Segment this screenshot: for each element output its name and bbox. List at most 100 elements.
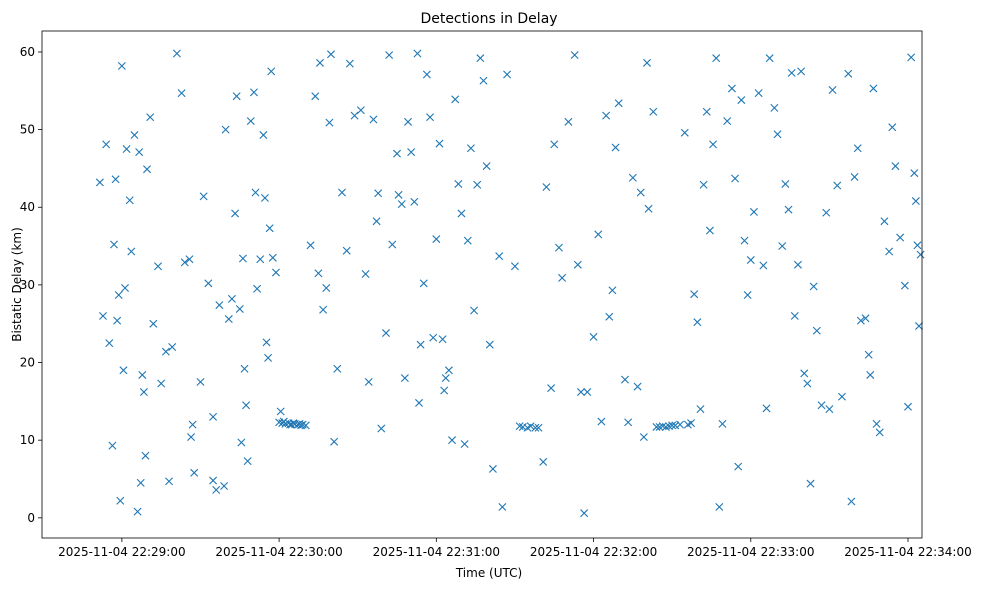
data-point bbox=[330, 437, 339, 446]
data-point bbox=[448, 436, 457, 445]
data-point bbox=[237, 438, 246, 447]
data-point bbox=[550, 140, 559, 149]
data-point bbox=[374, 189, 383, 198]
data-point bbox=[161, 347, 170, 356]
data-point bbox=[149, 319, 158, 328]
data-point bbox=[709, 140, 718, 149]
data-point bbox=[135, 148, 144, 157]
data-point bbox=[221, 125, 230, 134]
data-point bbox=[655, 422, 664, 431]
data-point bbox=[864, 350, 873, 359]
data-point bbox=[583, 388, 592, 397]
data-point bbox=[460, 440, 469, 449]
data-point bbox=[498, 502, 507, 511]
data-point bbox=[190, 468, 199, 477]
data-point bbox=[844, 69, 853, 78]
data-point bbox=[661, 422, 670, 431]
data-point bbox=[209, 476, 218, 485]
data-point bbox=[246, 117, 255, 126]
data-point bbox=[911, 197, 920, 206]
data-point bbox=[146, 113, 155, 122]
data-point bbox=[256, 255, 265, 264]
data-point bbox=[875, 428, 884, 437]
data-point bbox=[117, 61, 126, 70]
data-point bbox=[199, 192, 208, 201]
data-point bbox=[734, 462, 743, 471]
data-point bbox=[723, 117, 732, 126]
data-point bbox=[759, 261, 768, 270]
data-point bbox=[896, 233, 905, 242]
data-point bbox=[473, 180, 482, 189]
data-point bbox=[168, 343, 177, 351]
data-point bbox=[621, 375, 629, 384]
data-point bbox=[602, 111, 611, 120]
data-point bbox=[891, 162, 900, 171]
data-point bbox=[515, 422, 524, 431]
data-point bbox=[143, 165, 152, 174]
x-tick-label: 2025-11-04 22:29:00 bbox=[58, 545, 185, 559]
x-axis-label: Time (UTC) bbox=[455, 566, 522, 580]
data-point bbox=[125, 196, 134, 205]
y-tick-label: 10 bbox=[20, 433, 35, 447]
data-point bbox=[743, 290, 752, 299]
data-point bbox=[444, 366, 453, 375]
data-point bbox=[817, 401, 826, 410]
data-point bbox=[260, 193, 269, 202]
data-point bbox=[770, 103, 779, 112]
data-point bbox=[138, 370, 147, 379]
data-point bbox=[482, 162, 491, 171]
data-point bbox=[825, 405, 834, 414]
data-point bbox=[185, 255, 194, 264]
data-point bbox=[633, 382, 642, 391]
data-point bbox=[102, 140, 111, 149]
data-point bbox=[784, 205, 793, 214]
data-point bbox=[416, 340, 425, 349]
data-point bbox=[419, 279, 428, 288]
data-point bbox=[503, 70, 512, 79]
data-point bbox=[915, 322, 924, 331]
data-point bbox=[554, 243, 563, 252]
data-point bbox=[116, 496, 125, 505]
data-point bbox=[476, 54, 485, 63]
data-point bbox=[479, 76, 488, 85]
data-point bbox=[718, 419, 727, 428]
data-point bbox=[326, 50, 335, 59]
data-point bbox=[608, 286, 617, 295]
data-point bbox=[177, 89, 186, 98]
data-point bbox=[727, 84, 736, 93]
data-point bbox=[231, 209, 240, 218]
data-point bbox=[781, 179, 790, 188]
data-point bbox=[139, 388, 148, 397]
data-point bbox=[888, 123, 897, 132]
chart-title: Detections in Delay bbox=[420, 11, 557, 27]
data-point bbox=[121, 284, 130, 292]
data-point bbox=[224, 315, 233, 324]
data-point bbox=[526, 422, 535, 431]
data-point bbox=[531, 423, 540, 432]
data-point bbox=[264, 353, 273, 362]
data-point bbox=[350, 111, 359, 120]
x-tick-label: 2025-11-04 22:33:00 bbox=[687, 545, 814, 559]
data-point bbox=[639, 433, 648, 442]
data-point bbox=[319, 305, 328, 314]
data-point bbox=[636, 188, 645, 197]
data-point bbox=[314, 269, 323, 278]
data-point bbox=[589, 332, 598, 341]
data-point bbox=[712, 54, 721, 63]
data-point bbox=[643, 58, 651, 67]
data-point bbox=[762, 404, 771, 413]
data-point bbox=[410, 197, 419, 206]
data-point bbox=[262, 338, 271, 347]
data-point bbox=[251, 188, 260, 197]
data-point bbox=[388, 240, 397, 249]
data-point bbox=[778, 242, 787, 251]
x-tick-label: 2025-11-04 22:30:00 bbox=[215, 545, 342, 559]
plot-area bbox=[42, 31, 922, 538]
data-point bbox=[872, 419, 881, 428]
data-point bbox=[793, 260, 802, 269]
data-point bbox=[787, 68, 796, 77]
data-point bbox=[485, 340, 494, 349]
data-point bbox=[415, 398, 424, 407]
data-point bbox=[907, 53, 916, 62]
